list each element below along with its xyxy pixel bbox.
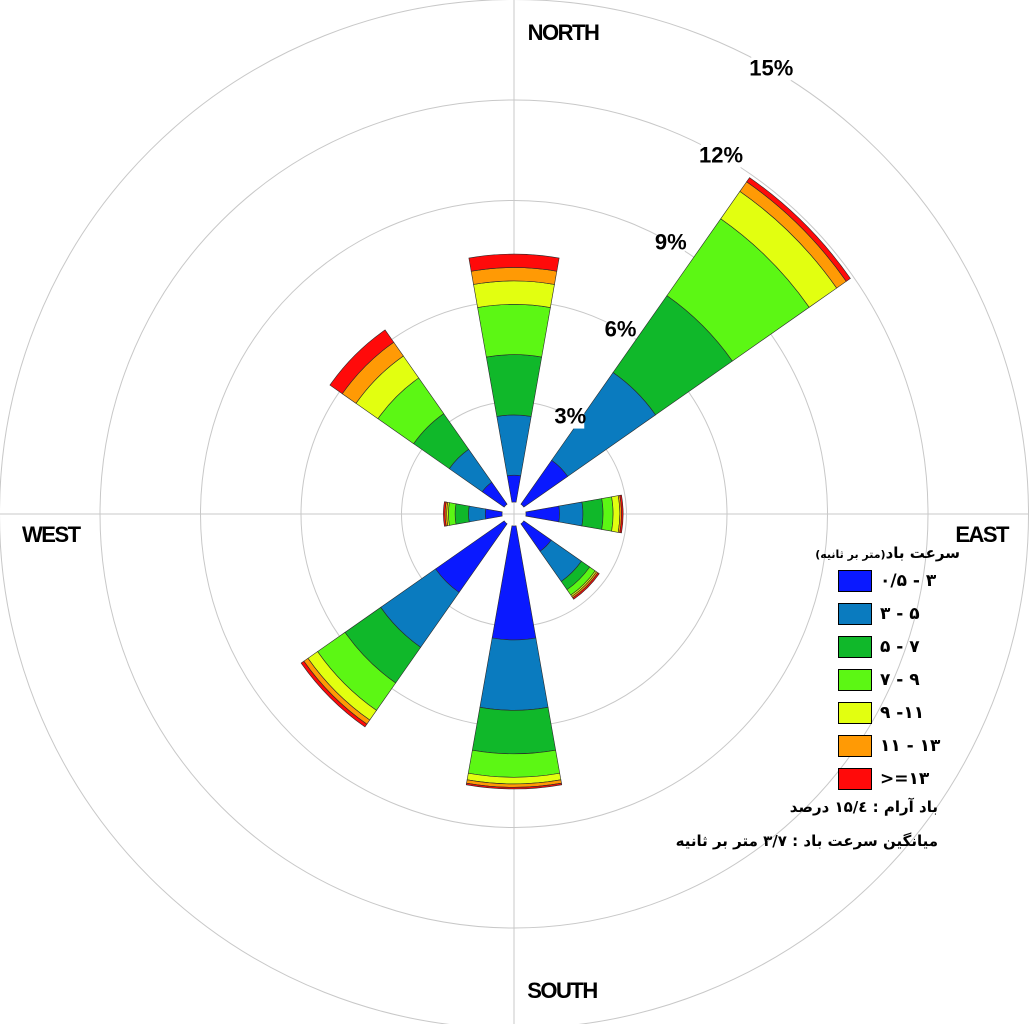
- legend-item-3: ۷ - ۹: [770, 669, 960, 702]
- petal-n-bin-0: [506, 474, 522, 503]
- petal-n-bin-3: [477, 304, 551, 358]
- ring-label-bg-1: [606, 315, 635, 342]
- ring-label-text-0: 3%: [554, 404, 586, 429]
- ring-label-text-3: 12%: [699, 142, 743, 167]
- petal-w-bin-6: [443, 501, 447, 527]
- petal-e-bin-6: [619, 494, 624, 534]
- ring-label-bg-4: [751, 54, 792, 81]
- ring-labels: 3% 6% 9% 12% 15%: [554, 54, 793, 429]
- petal-w-bin-3: [448, 502, 457, 526]
- direction-label-south: SOUTH: [527, 978, 597, 1003]
- mean-speed-note: میانگین سرعت باد : ۳/۷ متر بر ثانیه: [675, 832, 938, 850]
- legend-unit: (متر بر ثانیه): [815, 548, 886, 561]
- legend-swatch-5: [838, 735, 872, 757]
- ring-label-text-1: 6%: [605, 317, 637, 342]
- petal-se-bin-6: [572, 572, 600, 600]
- petal-e-bin-4: [611, 495, 621, 533]
- ring-label-bg-0: [556, 402, 585, 429]
- petal-s-bin-1: [479, 637, 549, 711]
- legend-title-text: سرعت باد: [885, 544, 960, 562]
- ring-label-2: 9%: [655, 228, 687, 255]
- legend-swatch-3: [838, 669, 872, 691]
- direction-label-north: NORTH: [528, 20, 599, 45]
- petal-e-bin-1: [558, 501, 584, 527]
- petal-sw-bin-6: [300, 660, 368, 728]
- petals: [300, 177, 851, 790]
- legend-label-6: >=۱۳: [880, 769, 930, 789]
- petal-w-bin-1: [468, 505, 487, 523]
- legend-label-1: ۳ - ۵: [880, 604, 920, 624]
- legend-swatch-6: [838, 768, 872, 790]
- legend-item-5: ۱۱ - ۱۳: [770, 735, 960, 768]
- petal-w-bin-2: [454, 503, 470, 525]
- legend-items: ۰/۵ - ۳ ۳ - ۵ ۵ - ۷ ۷ - ۹ ۹ -۱۱ ۱۱ - ۱۳ >=۱۳: [770, 570, 960, 801]
- petal-s-bin-0: [491, 525, 537, 641]
- petal-n-bin-2: [485, 354, 543, 417]
- legend-swatch-0: [838, 570, 872, 592]
- petal-ne-bin-6: [746, 177, 851, 282]
- petal-n-bin-4: [473, 280, 555, 308]
- petal-e-bin-2: [581, 498, 604, 530]
- ring-label-bg-2: [656, 228, 685, 255]
- legend: سرعت باد(متر بر ثانیه) ۰/۵ - ۳ ۳ - ۵ ۵ - ۷…: [770, 544, 960, 801]
- legend-item-6: >=۱۳: [770, 768, 960, 801]
- legend-swatch-2: [838, 636, 872, 658]
- legend-label-2: ۵ - ۷: [880, 637, 920, 657]
- legend-swatch-1: [838, 603, 872, 625]
- legend-title: سرعت باد(متر بر ثانیه): [770, 544, 960, 562]
- direction-label-east: EAST: [955, 522, 1010, 547]
- legend-swatch-4: [838, 702, 872, 724]
- calm-wind-note: باد آرام : ۱۵/٤ درصد: [789, 798, 938, 816]
- ring-label-text-4: 15%: [749, 55, 793, 80]
- legend-item-2: ۵ - ۷: [770, 636, 960, 669]
- petal-nw-bin-6: [329, 329, 395, 395]
- legend-label-3: ۷ - ۹: [880, 670, 920, 690]
- legend-item-1: ۳ - ۵: [770, 603, 960, 636]
- legend-item-0: ۰/۵ - ۳: [770, 570, 960, 603]
- petal-n-bin-6: [468, 253, 560, 272]
- ring-label-3: 12%: [699, 141, 743, 168]
- ring-label-1: 6%: [605, 315, 637, 342]
- ring-label-4: 15%: [749, 54, 793, 81]
- petal-e-bin-3: [601, 496, 614, 532]
- legend-item-4: ۹ -۱۱: [770, 702, 960, 735]
- direction-label-west: WEST: [22, 522, 82, 547]
- legend-label-0: ۰/۵ - ۳: [880, 571, 937, 591]
- legend-label-4: ۹ -۱۱: [880, 703, 925, 723]
- legend-label-5: ۱۱ - ۱۳: [880, 736, 941, 756]
- ring-label-text-2: 9%: [655, 230, 687, 255]
- ring-label-bg-3: [701, 141, 741, 168]
- petal-s-bin-6: [465, 782, 563, 790]
- petal-n-bin-1: [496, 414, 532, 477]
- petal-s-bin-2: [472, 706, 556, 755]
- petal-e-bin-0: [525, 505, 560, 523]
- petal-w-bin-0: [484, 508, 503, 520]
- ring-label-0: 3%: [554, 402, 586, 429]
- petal-s-bin-3: [467, 749, 561, 778]
